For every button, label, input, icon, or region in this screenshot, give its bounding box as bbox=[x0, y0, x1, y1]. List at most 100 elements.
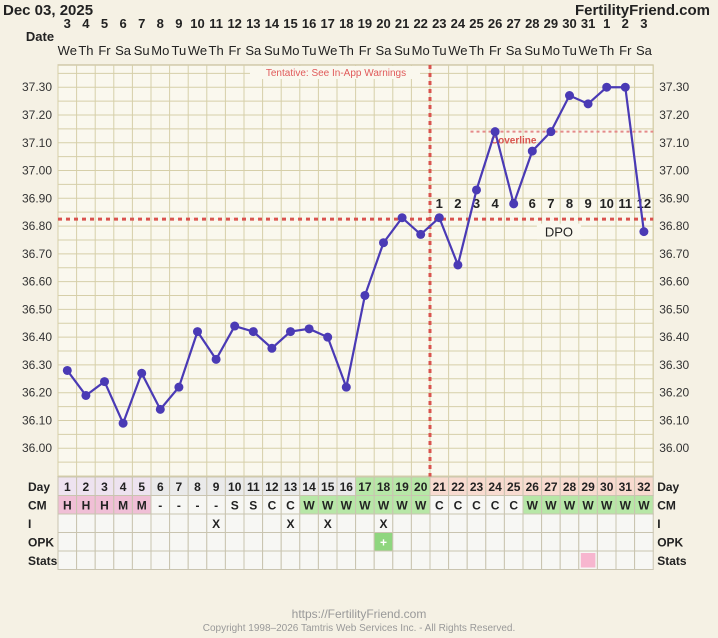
temperature-point bbox=[267, 343, 277, 353]
table-cell bbox=[76, 513, 96, 533]
table-cell bbox=[113, 532, 133, 552]
table-cell bbox=[299, 532, 319, 552]
temperature-point bbox=[304, 324, 314, 334]
day-row-value: 21 bbox=[433, 480, 447, 494]
date-tick-label: 20 bbox=[376, 16, 390, 31]
cm-row-value: C bbox=[268, 499, 277, 513]
date-tick-label: 4 bbox=[82, 16, 90, 31]
table-cell bbox=[336, 513, 357, 533]
day-row-value: 13 bbox=[284, 480, 298, 494]
weekday-tick-label: Su bbox=[264, 43, 280, 58]
day-row-value: 9 bbox=[213, 480, 220, 494]
table-cell bbox=[503, 550, 524, 570]
cm-row-value: W bbox=[378, 499, 390, 513]
weekday-tick-label: Mo bbox=[281, 43, 299, 58]
y-tick-label-right: 36.20 bbox=[659, 386, 689, 400]
luteal-line-label: Coverline bbox=[491, 136, 537, 147]
weekday-tick-label: Sa bbox=[115, 43, 132, 58]
temperature-point bbox=[434, 213, 444, 223]
table-cell bbox=[317, 532, 338, 552]
weekday-tick-label: Sa bbox=[506, 43, 523, 58]
date-tick-label: 2 bbox=[622, 16, 629, 31]
table-cell bbox=[224, 532, 245, 552]
weekday-tick-label: Th bbox=[599, 43, 614, 58]
dpo-number: 10 bbox=[599, 196, 613, 211]
table-cell bbox=[578, 532, 598, 552]
date-tick-label: 3 bbox=[640, 16, 647, 31]
table-cell bbox=[503, 532, 524, 552]
temperature-point bbox=[583, 99, 593, 109]
table-cell bbox=[94, 532, 115, 552]
temperature-point bbox=[323, 332, 333, 342]
table-cell bbox=[596, 532, 617, 552]
table-cell bbox=[131, 532, 152, 552]
table-cell bbox=[634, 550, 654, 570]
day-row-value: 25 bbox=[507, 480, 521, 494]
date-row-label: Date bbox=[26, 29, 54, 44]
temperature-point bbox=[490, 127, 500, 137]
day-row-value: 6 bbox=[157, 480, 164, 494]
dpo-number: 3 bbox=[473, 196, 480, 211]
date-tick-label: 9 bbox=[175, 16, 182, 31]
day-row-value: 15 bbox=[321, 480, 335, 494]
cm-row-value: W bbox=[564, 499, 576, 513]
table-cell bbox=[429, 550, 450, 570]
day-row-value: 5 bbox=[138, 480, 145, 494]
weekday-tick-label: Tu bbox=[432, 43, 447, 58]
cm-row-label-right: CM bbox=[657, 499, 676, 513]
table-cell bbox=[392, 550, 412, 570]
table-cell bbox=[224, 550, 245, 570]
intercourse-row-value: X bbox=[379, 517, 387, 531]
day-row-value: 19 bbox=[395, 480, 409, 494]
table-cell bbox=[150, 532, 171, 552]
weekday-tick-label: Fr bbox=[98, 43, 111, 58]
cm-row-value: - bbox=[177, 499, 181, 513]
table-cell bbox=[485, 532, 505, 552]
table-cell bbox=[224, 513, 245, 533]
table-cell bbox=[373, 550, 394, 570]
date-tick-label: 29 bbox=[544, 16, 558, 31]
y-tick-label-left: 36.70 bbox=[22, 247, 52, 261]
table-cell bbox=[429, 513, 450, 533]
y-tick-label-right: 36.40 bbox=[659, 330, 689, 344]
temperature-point bbox=[118, 418, 128, 428]
weekday-tick-label: Th bbox=[339, 43, 354, 58]
temperature-point bbox=[620, 82, 630, 92]
dpo-label-bg bbox=[536, 223, 581, 240]
date-tick-label: 5 bbox=[101, 16, 108, 31]
date-tick-label: 12 bbox=[227, 16, 241, 31]
y-tick-label-right: 36.80 bbox=[659, 219, 689, 233]
day-row-value: 12 bbox=[265, 480, 279, 494]
table-cell bbox=[187, 550, 208, 570]
opk-row-value: + bbox=[380, 536, 387, 550]
weekday-tick-label: Su bbox=[134, 43, 150, 58]
stats-mark bbox=[580, 553, 596, 568]
opk-row-label-left: OPK bbox=[28, 536, 54, 550]
table-cell bbox=[522, 532, 543, 552]
date-tick-label: 11 bbox=[209, 16, 223, 31]
cm-row-value: W bbox=[638, 499, 650, 513]
table-cell bbox=[169, 550, 189, 570]
tentative-note-bg bbox=[250, 66, 420, 79]
y-tick-label-left: 37.10 bbox=[22, 136, 52, 150]
weekday-tick-label: We bbox=[318, 43, 337, 58]
table-cell bbox=[150, 550, 171, 570]
cm-row-value: W bbox=[341, 499, 353, 513]
cm-row-value: C bbox=[286, 499, 295, 513]
table-cell bbox=[76, 550, 96, 570]
table-cell bbox=[299, 513, 319, 533]
cm-row-value: W bbox=[601, 499, 613, 513]
table-cell bbox=[113, 513, 133, 533]
table-cell bbox=[243, 550, 264, 570]
footer-url[interactable]: https://FertilityFriend.com bbox=[291, 607, 427, 621]
intercourse-row-label-left: I bbox=[28, 517, 31, 531]
day-row-value: 3 bbox=[101, 480, 108, 494]
table-cell bbox=[169, 532, 189, 552]
y-tick-label-left: 37.30 bbox=[22, 80, 52, 94]
table-cell bbox=[355, 532, 375, 552]
day-row-value: 16 bbox=[340, 480, 354, 494]
table-cell bbox=[317, 550, 338, 570]
y-tick-label-right: 36.60 bbox=[659, 275, 689, 289]
weekday-tick-label: Su bbox=[524, 43, 540, 58]
day-row-value: 24 bbox=[488, 480, 502, 494]
